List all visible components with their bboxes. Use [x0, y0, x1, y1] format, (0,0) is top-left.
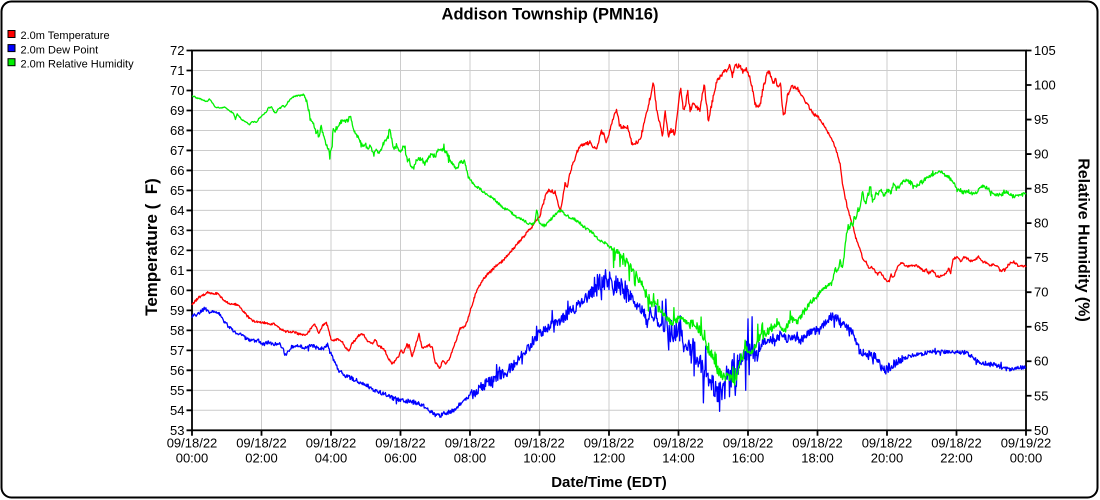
svg-text:65: 65 [1034, 319, 1048, 334]
svg-text:09/18/22: 09/18/22 [584, 436, 635, 451]
svg-text:75: 75 [1034, 250, 1048, 265]
svg-text:14:00: 14:00 [662, 451, 695, 466]
svg-text:02:00: 02:00 [245, 451, 278, 466]
svg-text:09/19/22: 09/19/22 [1001, 436, 1052, 451]
svg-text:00:00: 00:00 [176, 451, 209, 466]
svg-text:12:00: 12:00 [593, 451, 626, 466]
svg-text:90: 90 [1034, 147, 1048, 162]
svg-text:Date/Time (EDT): Date/Time (EDT) [551, 474, 667, 491]
svg-text:16:00: 16:00 [732, 451, 765, 466]
svg-text:57: 57 [170, 343, 184, 358]
svg-text:71: 71 [170, 63, 184, 78]
svg-text:09/18/22: 09/18/22 [445, 436, 496, 451]
svg-text:18:00: 18:00 [801, 451, 834, 466]
svg-text:63: 63 [170, 223, 184, 238]
svg-text:Relative Humidity (%): Relative Humidity (%) [1075, 158, 1092, 322]
svg-text:80: 80 [1034, 216, 1048, 231]
svg-text:20:00: 20:00 [871, 451, 904, 466]
svg-text:58: 58 [170, 323, 184, 338]
svg-text:55: 55 [1034, 388, 1048, 403]
svg-text:06:00: 06:00 [384, 451, 417, 466]
svg-text:67: 67 [170, 143, 184, 158]
svg-text:09/18/22: 09/18/22 [723, 436, 774, 451]
svg-text:09/18/22: 09/18/22 [167, 436, 218, 451]
svg-text:62: 62 [170, 243, 184, 258]
svg-text:64: 64 [170, 203, 184, 218]
svg-text:59: 59 [170, 303, 184, 318]
svg-text:09/18/22: 09/18/22 [514, 436, 565, 451]
svg-text:95: 95 [1034, 112, 1048, 127]
svg-text:2.0m Dew Point: 2.0m Dew Point [21, 44, 99, 56]
svg-text:10:00: 10:00 [523, 451, 556, 466]
svg-text:22:00: 22:00 [940, 451, 973, 466]
svg-text:60: 60 [1034, 354, 1048, 369]
svg-text:00:00: 00:00 [1010, 451, 1043, 466]
svg-text:09/18/22: 09/18/22 [653, 436, 704, 451]
svg-text:54: 54 [170, 403, 184, 418]
svg-text:56: 56 [170, 363, 184, 378]
svg-text:61: 61 [170, 263, 184, 278]
svg-text:55: 55 [170, 383, 184, 398]
svg-text:70: 70 [1034, 285, 1048, 300]
svg-text:105: 105 [1034, 43, 1056, 58]
svg-text:72: 72 [170, 43, 184, 58]
svg-text:2.0m Relative Humidity: 2.0m Relative Humidity [21, 58, 135, 70]
svg-text:2.0m Temperature: 2.0m Temperature [21, 30, 110, 42]
svg-text:50: 50 [1034, 423, 1048, 438]
svg-text:09/18/22: 09/18/22 [931, 436, 982, 451]
svg-text:09/18/22: 09/18/22 [792, 436, 843, 451]
svg-text:70: 70 [170, 83, 184, 98]
svg-text:09/18/22: 09/18/22 [375, 436, 426, 451]
svg-text:53: 53 [170, 423, 184, 438]
svg-text:09/18/22: 09/18/22 [236, 436, 287, 451]
svg-text:04:00: 04:00 [315, 451, 348, 466]
svg-text:68: 68 [170, 123, 184, 138]
svg-text:Addison Township (PMN16): Addison Township (PMN16) [442, 6, 659, 24]
svg-text:60: 60 [170, 283, 184, 298]
svg-text:69: 69 [170, 103, 184, 118]
svg-text:Temperature ( F): Temperature ( F) [142, 178, 161, 316]
svg-text:65: 65 [170, 183, 184, 198]
svg-text:100: 100 [1034, 78, 1056, 93]
svg-text:66: 66 [170, 163, 184, 178]
svg-text:09/18/22: 09/18/22 [306, 436, 357, 451]
svg-text:08:00: 08:00 [454, 451, 487, 466]
svg-text:09/18/22: 09/18/22 [862, 436, 913, 451]
svg-text:85: 85 [1034, 181, 1048, 196]
